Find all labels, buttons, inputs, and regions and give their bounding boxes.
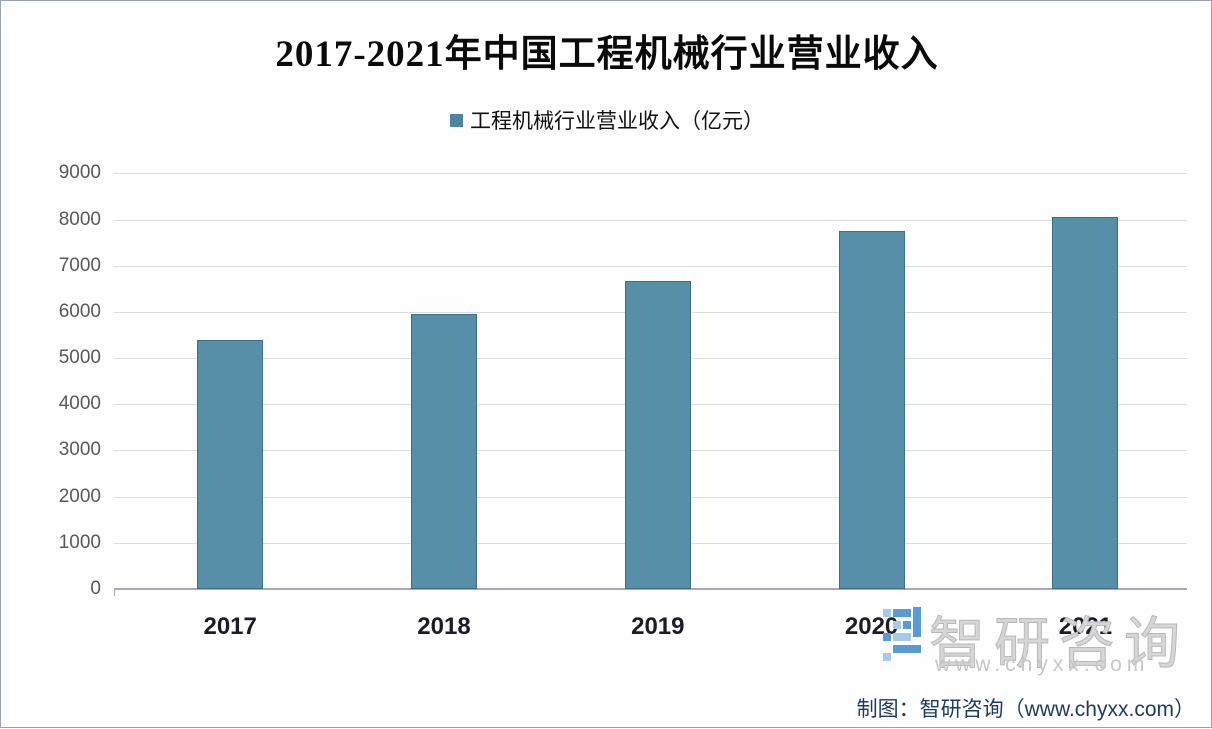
- y-axis-tick-label: 3000: [58, 439, 101, 461]
- y-axis-tick-label: 2000: [58, 485, 101, 507]
- legend: 工程机械行业营业收入（亿元）: [1, 105, 1212, 135]
- x-axis-line: [114, 588, 1187, 590]
- gridline: [114, 219, 1187, 221]
- watermark-logo-icon: [883, 607, 921, 661]
- pixel-logo-squares: [883, 607, 921, 661]
- watermark-brand-text: 智研咨询: [929, 612, 1189, 676]
- gridline: [114, 173, 1187, 175]
- x-axis-tick-label: 2021: [1058, 613, 1113, 640]
- bar-2020: [838, 231, 905, 589]
- x-axis-tick-label: 2019: [631, 613, 685, 640]
- y-axis-tick-label: 7000: [58, 254, 101, 276]
- credit-line: 制图：智研咨询（www.chyxx.com）: [856, 698, 1195, 721]
- y-axis-tick-label: 1000: [58, 531, 101, 553]
- x-axis-tick-label: 2017: [203, 613, 257, 640]
- y-axis-tick-label: 5000: [58, 347, 101, 369]
- gridline: [114, 265, 1187, 267]
- x-axis-tick-label: 2018: [417, 613, 471, 640]
- x-axis-origin-tick: [114, 589, 115, 596]
- chart-title: 2017-2021年中国工程机械行业营业收入: [275, 34, 939, 75]
- legend-marker-icon: [450, 113, 463, 127]
- y-axis-tick-label: 6000: [58, 300, 101, 322]
- watermark-url-text: www.chyxx.com: [935, 653, 1150, 676]
- legend-label: 工程机械行业营业收入（亿元）: [470, 110, 764, 133]
- bar-2019: [624, 280, 691, 589]
- y-axis-tick-label: 9000: [58, 162, 101, 184]
- bar-2021: [1052, 217, 1119, 589]
- y-axis-tick-label: 4000: [58, 393, 101, 415]
- bar-2017: [197, 339, 264, 589]
- y-axis-tick-label: 8000: [58, 208, 101, 230]
- bar-2018: [411, 313, 477, 589]
- y-axis-tick-label: 0: [90, 578, 101, 599]
